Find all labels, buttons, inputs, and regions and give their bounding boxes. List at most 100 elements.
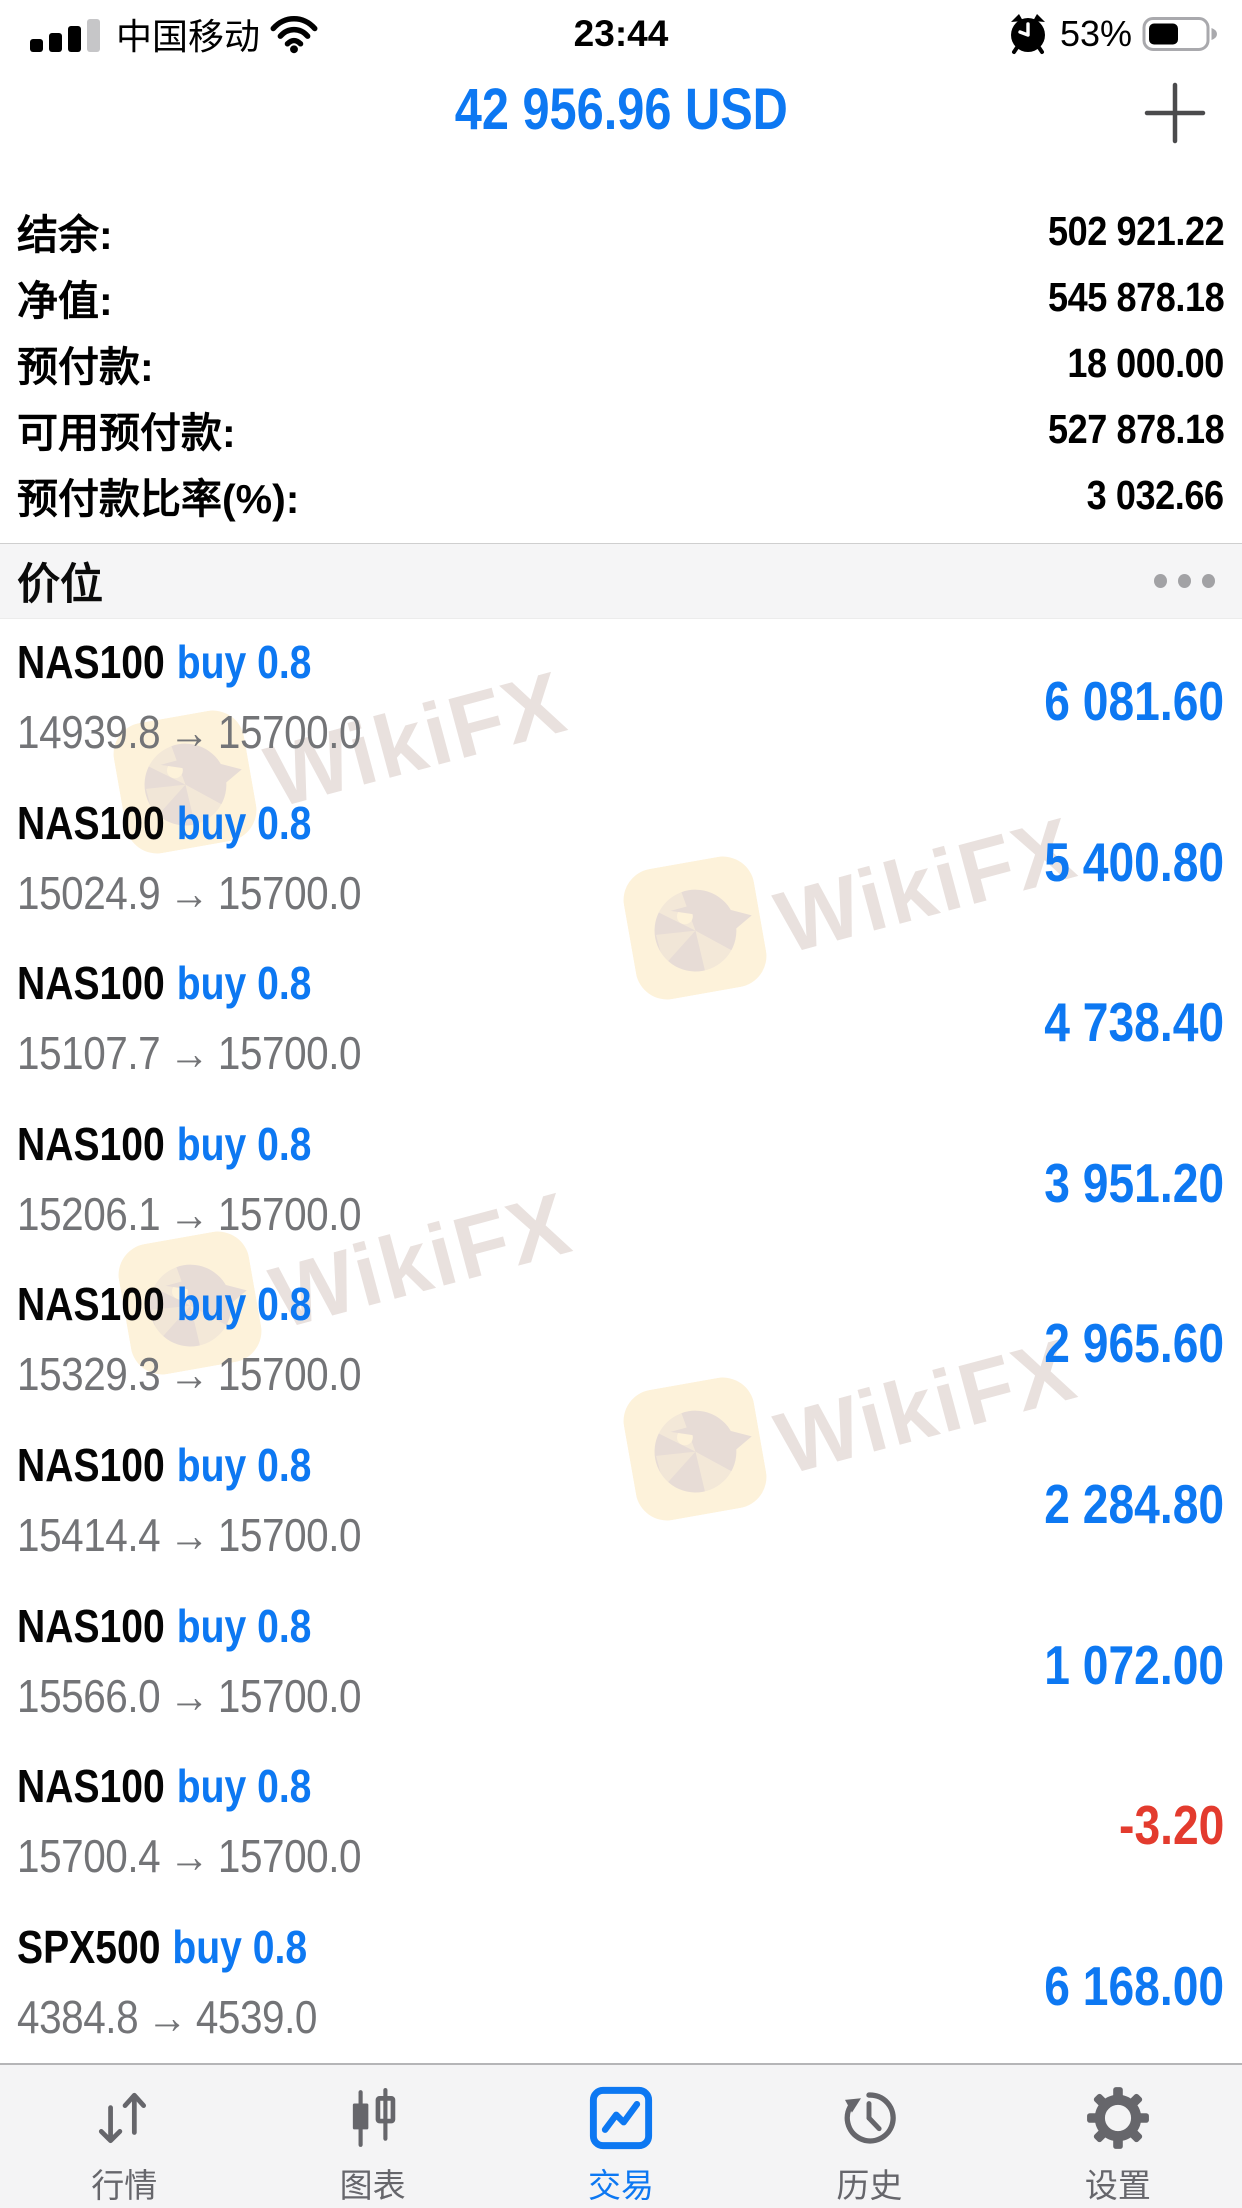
arrow-right-icon: →: [169, 1509, 210, 1561]
tab-bar: 行情 图表: [0, 2063, 1242, 2208]
summary-row-margin-level: 预付款比率(%): 3 032.66: [0, 462, 1242, 528]
position-symbol-line: NAS100 buy 0.8: [17, 956, 311, 1010]
battery-icon: [1142, 17, 1217, 51]
position-prices: 15566.0 → 15700.0: [17, 1669, 362, 1723]
position-prices: 15107.7 → 15700.0: [17, 1026, 362, 1080]
gear-icon: [1086, 2079, 1150, 2157]
tab-label: 图表: [339, 2167, 406, 2204]
position-side-volume: buy 0.8: [176, 1760, 312, 1813]
position-symbol: NAS100: [17, 957, 165, 1010]
tab-history[interactable]: 历史: [745, 2065, 993, 2208]
position-row[interactable]: NAS100 buy 0.8 15566.0 → 15700.0 1 072.00: [0, 1583, 1242, 1743]
current-price: 15700.0: [217, 1509, 362, 1561]
position-prices: 15414.4 → 15700.0: [17, 1508, 362, 1562]
position-symbol-line: NAS100 buy 0.8: [17, 1438, 311, 1492]
open-price: 15566.0: [17, 1669, 161, 1722]
summary-label: 净值:: [17, 278, 113, 324]
tab-label: 历史: [836, 2167, 903, 2204]
position-profit: 6 168.00: [1044, 1954, 1224, 2017]
position-symbol-line: NAS100 buy 0.8: [17, 1277, 311, 1331]
position-row[interactable]: SPX500 buy 0.8 4384.8 → 4539.0 6 168.00: [0, 1904, 1242, 2064]
tab-trade[interactable]: 交易: [497, 2065, 745, 2208]
current-price: 15700.0: [217, 1830, 362, 1883]
position-profit: 6 081.60: [1044, 670, 1224, 732]
open-price: 15206.1: [17, 1187, 161, 1240]
add-order-button[interactable]: [1142, 80, 1208, 146]
arrow-right-icon: →: [169, 1669, 210, 1722]
arrows-up-down-icon: [93, 2079, 155, 2157]
position-symbol-line: NAS100 buy 0.8: [17, 635, 311, 689]
positions-list: NAS100 buy 0.8 14939.8 → 15700.0 6 081.60 NAS1…: [0, 619, 1242, 2064]
carrier-label: 中国移动: [116, 16, 261, 57]
position-row[interactable]: NAS100 buy 0.8 15700.4 → 15700.0 -3.20: [0, 1743, 1242, 1903]
tab-label: 设置: [1084, 2167, 1151, 2204]
open-price: 15700.4: [17, 1830, 161, 1883]
position-side-volume: buy 0.8: [176, 1117, 312, 1170]
account-header: 42 956.96 USD: [0, 66, 1242, 162]
position-symbol: NAS100: [17, 1278, 165, 1331]
wifi-icon: [270, 15, 318, 54]
history-clock-icon: [837, 2079, 901, 2157]
arrow-right-icon: →: [169, 706, 210, 758]
tab-charts[interactable]: 图表: [248, 2065, 496, 2208]
candlestick-chart-icon: [342, 2079, 404, 2157]
ellipsis-icon[interactable]: [1154, 564, 1215, 598]
tab-quotes[interactable]: 行情: [0, 2065, 248, 2208]
account-summary: 结余: 502 921.22 净值: 545 878.18 预付款: 18 00…: [0, 198, 1242, 528]
position-side-volume: buy 0.8: [176, 1599, 312, 1652]
position-profit: 3 951.20: [1044, 1151, 1224, 1214]
summary-label: 可用预付款:: [17, 410, 236, 456]
open-price: 15329.3: [17, 1348, 161, 1401]
position-symbol-line: NAS100 buy 0.8: [17, 1117, 311, 1171]
arrow-right-icon: →: [169, 1830, 210, 1883]
position-row[interactable]: NAS100 buy 0.8 14939.8 → 15700.0 6 081.60: [0, 619, 1242, 779]
positions-section-header: 价位: [0, 543, 1242, 619]
position-row[interactable]: NAS100 buy 0.8 15414.4 → 15700.0 2 284.80: [0, 1422, 1242, 1582]
position-prices: 15700.4 → 15700.0: [17, 1829, 362, 1883]
position-profit: 2 965.60: [1044, 1312, 1224, 1375]
arrow-right-icon: →: [169, 1027, 210, 1080]
tab-label: 行情: [91, 2167, 158, 2204]
open-price: 15107.7: [17, 1027, 161, 1080]
position-row[interactable]: NAS100 buy 0.8 15206.1 → 15700.0 3 951.20: [0, 1101, 1242, 1261]
position-symbol: NAS100: [17, 636, 165, 688]
section-title: 价位: [17, 561, 103, 609]
position-prices: 14939.8 → 15700.0: [17, 705, 362, 759]
summary-value: 18 000.00: [1067, 339, 1224, 386]
summary-row-free-margin: 可用预付款: 527 878.18: [0, 396, 1242, 462]
position-row[interactable]: NAS100 buy 0.8 15329.3 → 15700.0 2 965.60: [0, 1261, 1242, 1421]
open-price: 4384.8: [17, 1990, 139, 2043]
open-price: 15414.4: [17, 1509, 161, 1561]
summary-label: 预付款:: [17, 344, 154, 390]
plus-icon: [1144, 82, 1206, 144]
tab-settings[interactable]: 设置: [994, 2065, 1242, 2208]
position-prices: 15024.9 → 15700.0: [17, 866, 362, 920]
arrow-right-icon: →: [169, 1187, 210, 1240]
position-side-volume: buy 0.8: [176, 796, 312, 849]
summary-value: 502 921.22: [1047, 207, 1225, 254]
position-profit: 1 072.00: [1044, 1633, 1224, 1696]
status-bar: 中国移动 23:44: [0, 0, 1242, 62]
tab-label: 交易: [588, 2167, 655, 2204]
position-row[interactable]: NAS100 buy 0.8 15024.9 → 15700.0 5 400.80: [0, 780, 1242, 940]
arrow-right-icon: →: [169, 866, 210, 919]
summary-label: 预付款比率(%):: [17, 476, 300, 522]
position-profit: 2 284.80: [1044, 1473, 1224, 1535]
position-side-volume: buy 0.8: [176, 1278, 312, 1331]
position-profit: 4 738.40: [1044, 991, 1224, 1054]
position-prices: 4384.8 → 4539.0: [17, 1990, 317, 2044]
summary-value: 3 032.66: [1087, 471, 1224, 518]
arrow-right-icon: →: [169, 1348, 210, 1401]
position-profit: 5 400.80: [1044, 830, 1224, 893]
summary-row-equity: 净值: 545 878.18: [0, 264, 1242, 330]
position-side-volume: buy 0.8: [176, 1439, 312, 1491]
position-profit: -3.20: [1118, 1794, 1224, 1857]
position-symbol: NAS100: [17, 1760, 165, 1813]
current-price: 15700.0: [217, 1348, 362, 1401]
current-price: 15700.0: [217, 706, 362, 758]
alarm-clock-icon: [1010, 14, 1045, 54]
position-row[interactable]: NAS100 buy 0.8 15107.7 → 15700.0 4 738.40: [0, 940, 1242, 1100]
position-symbol-line: NAS100 buy 0.8: [17, 1599, 311, 1653]
current-price: 15700.0: [217, 1669, 362, 1722]
trade-chart-icon: [587, 2079, 655, 2157]
